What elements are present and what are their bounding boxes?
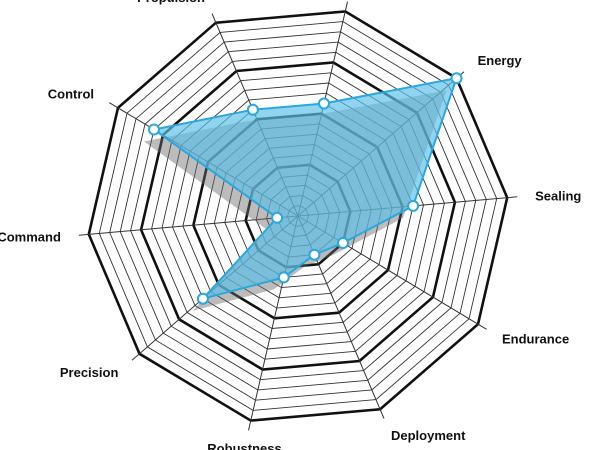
axis-label-propulsion: Propulsion <box>137 0 205 5</box>
data-point-energy <box>450 72 463 85</box>
axis-spoke <box>78 215 299 236</box>
data-point-command <box>271 211 284 224</box>
data-point-deployment <box>308 248 321 261</box>
data-point-endurance <box>337 237 349 249</box>
data-point-mechanics <box>318 97 330 110</box>
axis-label-precision: Precision <box>60 365 119 380</box>
axis-label-sealing: Sealing <box>535 188 581 203</box>
data-point-sealing <box>407 199 420 212</box>
axis-label-robustness: Robustness <box>207 441 281 450</box>
axis-label-control: Control <box>48 86 94 101</box>
data-point-propulsion <box>246 103 259 116</box>
axis-label-energy: Energy <box>478 53 523 68</box>
data-point-control <box>148 123 160 136</box>
axis-label-deployment: Deployment <box>391 428 466 443</box>
axis-label-endurance: Endurance <box>502 332 569 347</box>
data-point-robustness <box>277 271 290 284</box>
axis-label-command: Command <box>0 230 61 245</box>
data-point-precision <box>196 292 209 305</box>
